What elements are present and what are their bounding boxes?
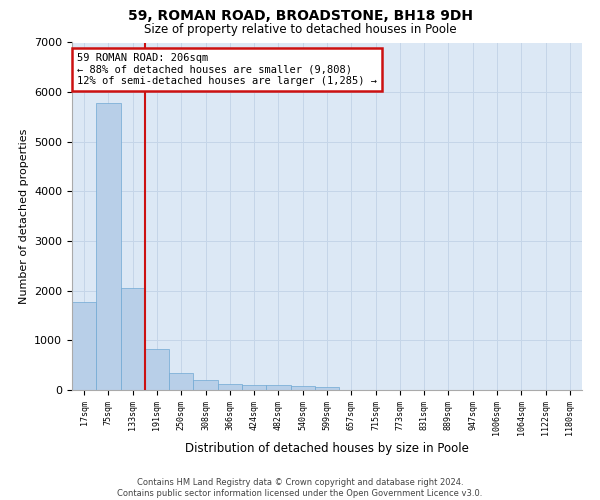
Bar [218, 384, 242, 390]
Bar [315, 386, 339, 390]
Bar [96, 103, 121, 390]
Bar [242, 385, 266, 390]
Bar [145, 350, 169, 390]
Y-axis label: Number of detached properties: Number of detached properties [19, 128, 29, 304]
Bar [290, 386, 315, 390]
Text: 59 ROMAN ROAD: 206sqm
← 88% of detached houses are smaller (9,808)
12% of semi-d: 59 ROMAN ROAD: 206sqm ← 88% of detached … [77, 53, 377, 86]
Bar [121, 288, 145, 390]
Text: Contains HM Land Registry data © Crown copyright and database right 2024.
Contai: Contains HM Land Registry data © Crown c… [118, 478, 482, 498]
Text: 59, ROMAN ROAD, BROADSTONE, BH18 9DH: 59, ROMAN ROAD, BROADSTONE, BH18 9DH [128, 9, 473, 23]
Bar [193, 380, 218, 390]
Bar [72, 302, 96, 390]
Bar [169, 373, 193, 390]
Text: Size of property relative to detached houses in Poole: Size of property relative to detached ho… [143, 22, 457, 36]
X-axis label: Distribution of detached houses by size in Poole: Distribution of detached houses by size … [185, 442, 469, 454]
Bar [266, 386, 290, 390]
